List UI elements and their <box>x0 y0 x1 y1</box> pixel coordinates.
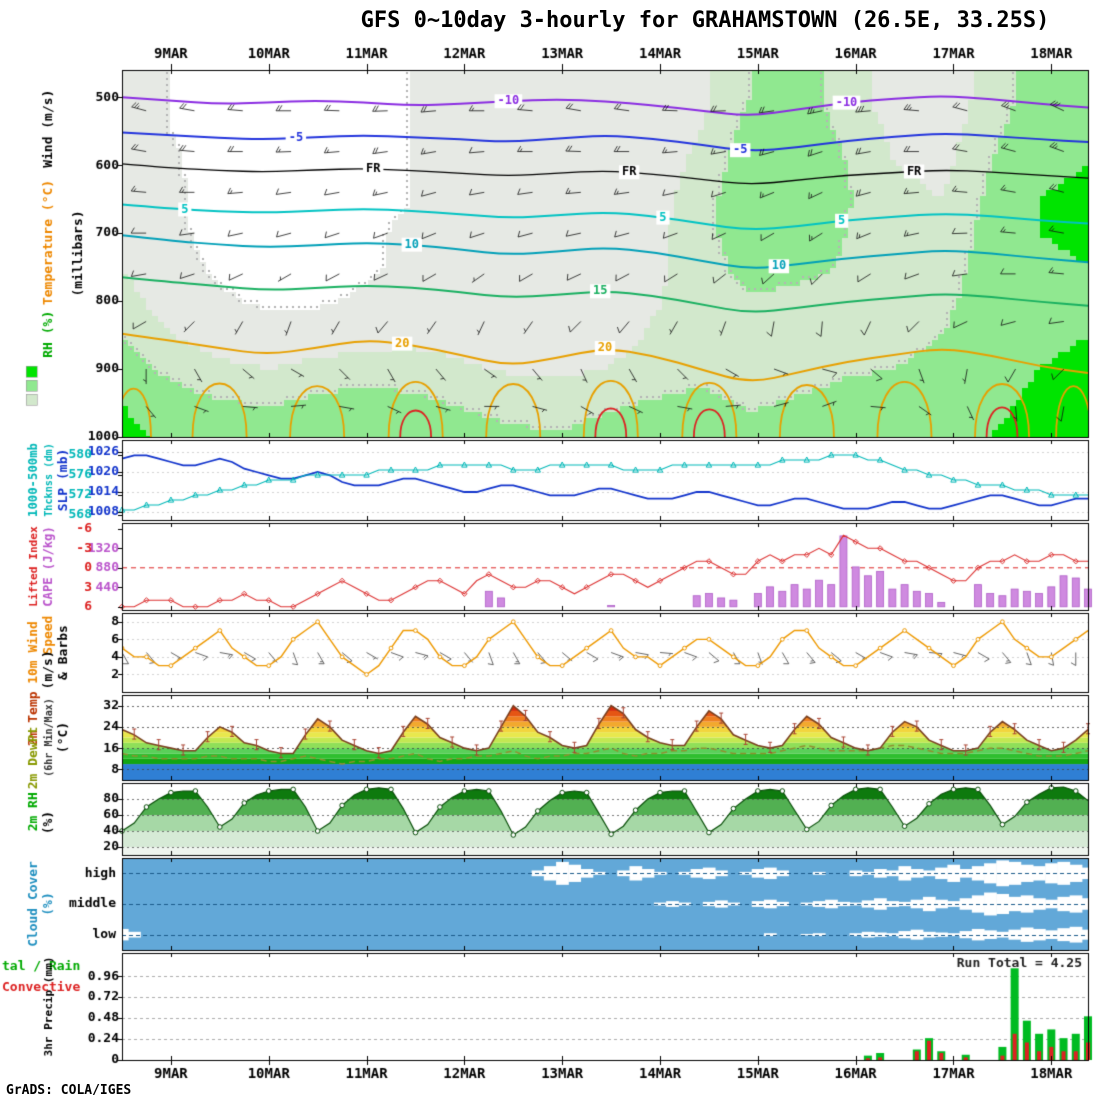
chart-title: GFS 0~10day 3-hourly for GRAHAMSTOWN (26… <box>360 8 1050 33</box>
grads-credit: GrADS: COLA/IGES <box>6 1083 132 1098</box>
